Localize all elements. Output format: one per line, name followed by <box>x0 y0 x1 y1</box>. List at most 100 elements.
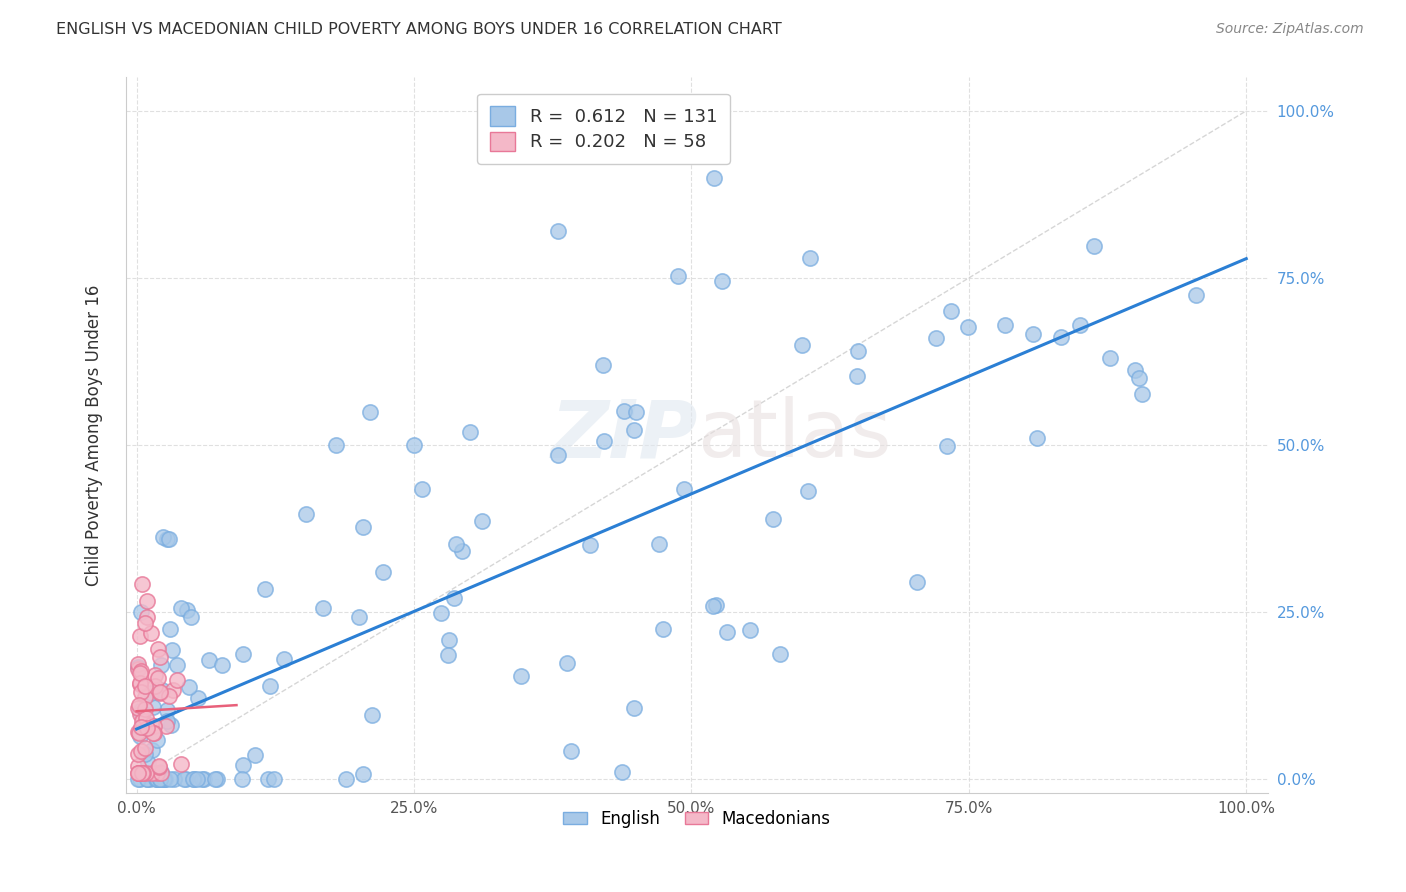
Point <box>132 706 155 720</box>
Point <box>263 772 285 787</box>
Point <box>702 599 724 614</box>
Point <box>163 772 186 787</box>
Point <box>134 740 156 755</box>
Point <box>797 484 820 499</box>
Point <box>180 610 202 624</box>
Point <box>129 744 152 758</box>
Point <box>371 566 394 580</box>
Point <box>231 772 253 787</box>
Point <box>183 772 205 787</box>
Point <box>174 772 197 787</box>
Point <box>443 591 465 606</box>
Point <box>1130 387 1153 401</box>
Point <box>142 700 165 714</box>
Point <box>134 747 156 761</box>
Point <box>579 538 602 552</box>
Point <box>613 404 636 418</box>
Point <box>159 622 181 636</box>
Point <box>149 649 172 664</box>
Point <box>740 623 762 637</box>
Point <box>127 765 149 780</box>
Point <box>128 729 150 743</box>
Point <box>411 482 433 496</box>
Y-axis label: Child Poverty Among Boys Under 16: Child Poverty Among Boys Under 16 <box>86 285 103 586</box>
Point <box>149 765 172 780</box>
Point <box>136 594 159 608</box>
Point <box>706 599 728 613</box>
Point <box>1123 363 1146 377</box>
Point <box>610 764 633 779</box>
Point <box>141 743 163 757</box>
Point <box>592 358 614 372</box>
Point <box>149 772 172 787</box>
Point <box>592 434 614 448</box>
Point <box>187 691 209 706</box>
Point <box>673 482 696 496</box>
Point <box>648 536 671 550</box>
Point <box>155 719 177 733</box>
Point <box>134 679 156 693</box>
Point <box>152 530 174 544</box>
Point <box>624 405 647 419</box>
Point <box>136 772 159 787</box>
Point <box>762 512 785 526</box>
Point <box>162 682 184 697</box>
Point <box>444 537 467 551</box>
Point <box>325 438 347 452</box>
Point <box>924 331 946 345</box>
Point <box>436 648 458 663</box>
Point <box>335 772 357 787</box>
Point <box>127 657 149 672</box>
Text: ZIP: ZIP <box>550 396 697 474</box>
Point <box>295 507 318 521</box>
Point <box>146 732 169 747</box>
Point <box>134 702 156 716</box>
Point <box>160 643 183 657</box>
Point <box>127 662 149 676</box>
Point <box>146 772 169 787</box>
Point <box>936 439 959 453</box>
Point <box>129 704 152 718</box>
Point <box>131 765 153 780</box>
Point <box>311 601 333 615</box>
Point <box>156 703 179 717</box>
Point <box>956 320 979 334</box>
Point <box>198 653 221 667</box>
Point <box>143 667 166 681</box>
Point <box>153 772 176 787</box>
Point <box>259 679 281 693</box>
Point <box>1185 288 1208 302</box>
Point <box>204 772 226 787</box>
Point <box>181 772 204 787</box>
Point <box>129 720 152 734</box>
Point <box>159 772 181 787</box>
Point <box>471 515 494 529</box>
Point <box>153 772 176 787</box>
Point <box>1025 431 1047 445</box>
Point <box>437 632 460 647</box>
Point <box>703 170 725 185</box>
Point <box>211 658 233 673</box>
Point <box>1128 371 1150 385</box>
Point <box>547 448 569 462</box>
Point <box>131 714 153 729</box>
Point <box>127 724 149 739</box>
Point <box>128 765 150 780</box>
Point <box>129 772 152 787</box>
Point <box>139 686 162 700</box>
Point <box>143 679 166 693</box>
Point <box>139 772 162 787</box>
Point <box>166 657 188 672</box>
Point <box>127 758 149 772</box>
Point <box>129 664 152 678</box>
Point <box>799 251 821 265</box>
Point <box>148 760 170 774</box>
Point <box>1069 318 1091 332</box>
Point <box>142 726 165 740</box>
Point <box>232 647 254 661</box>
Point <box>555 656 578 670</box>
Point <box>129 666 152 681</box>
Point <box>136 721 159 735</box>
Point <box>179 680 201 694</box>
Point <box>509 669 531 683</box>
